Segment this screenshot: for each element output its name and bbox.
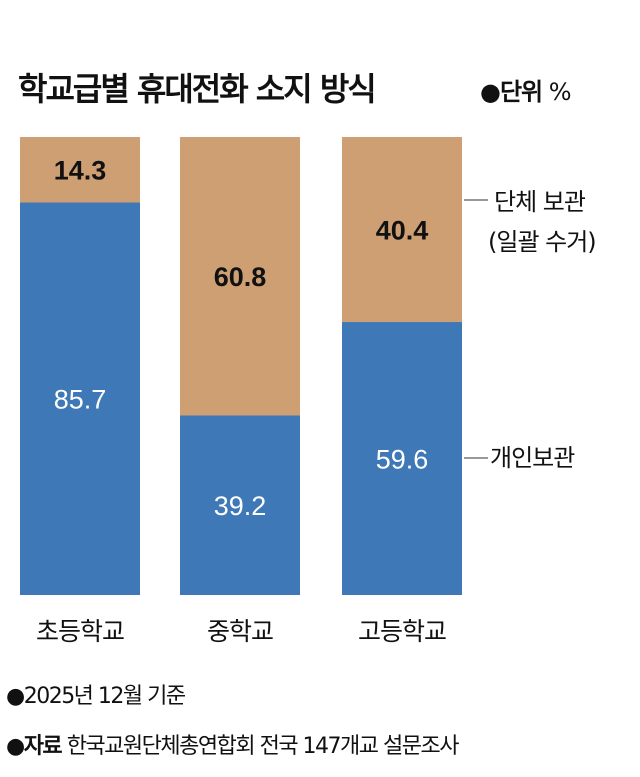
legend-label-group: 단체 보관 (494, 188, 586, 216)
bar-group-storage (20, 137, 140, 203)
footer-basis: ●2025년 12월 기준 (6, 684, 186, 709)
bar-individual-storage (20, 202, 140, 595)
legend-label-individual: 개인보관 (490, 444, 575, 472)
data-label-group: 60.8 (214, 262, 267, 292)
data-label-individual: 85.7 (54, 385, 107, 415)
unit-label: ●단위 (480, 78, 543, 106)
bar-group-storage (342, 137, 462, 323)
data-label-individual: 59.6 (376, 445, 429, 475)
legend-label-group-sub: (일괄 수거) (488, 228, 596, 256)
source-text: 한국교원단체총연합회 전국 147개교 설문조사 (66, 734, 460, 759)
category-label: 중학교 (207, 617, 273, 646)
data-label-group: 40.4 (376, 216, 429, 246)
unit-symbol: % (548, 78, 572, 106)
data-label-group: 14.3 (54, 156, 107, 186)
unit-note: ●단위 % (480, 72, 572, 107)
bar-individual-storage (180, 415, 300, 595)
category-label: 초등학교 (36, 617, 124, 646)
footer-source: ●자료 한국교원단체총연합회 전국 147개교 설문조사 (6, 728, 460, 760)
bar-group-storage (180, 137, 300, 416)
category-label: 고등학교 (358, 617, 446, 646)
bar-individual-storage (342, 322, 462, 595)
data-label-individual: 39.2 (214, 491, 267, 521)
chart-title: 학교급별 휴대전화 소지 방식 (18, 70, 377, 108)
source-label: ●자료 (6, 734, 63, 759)
